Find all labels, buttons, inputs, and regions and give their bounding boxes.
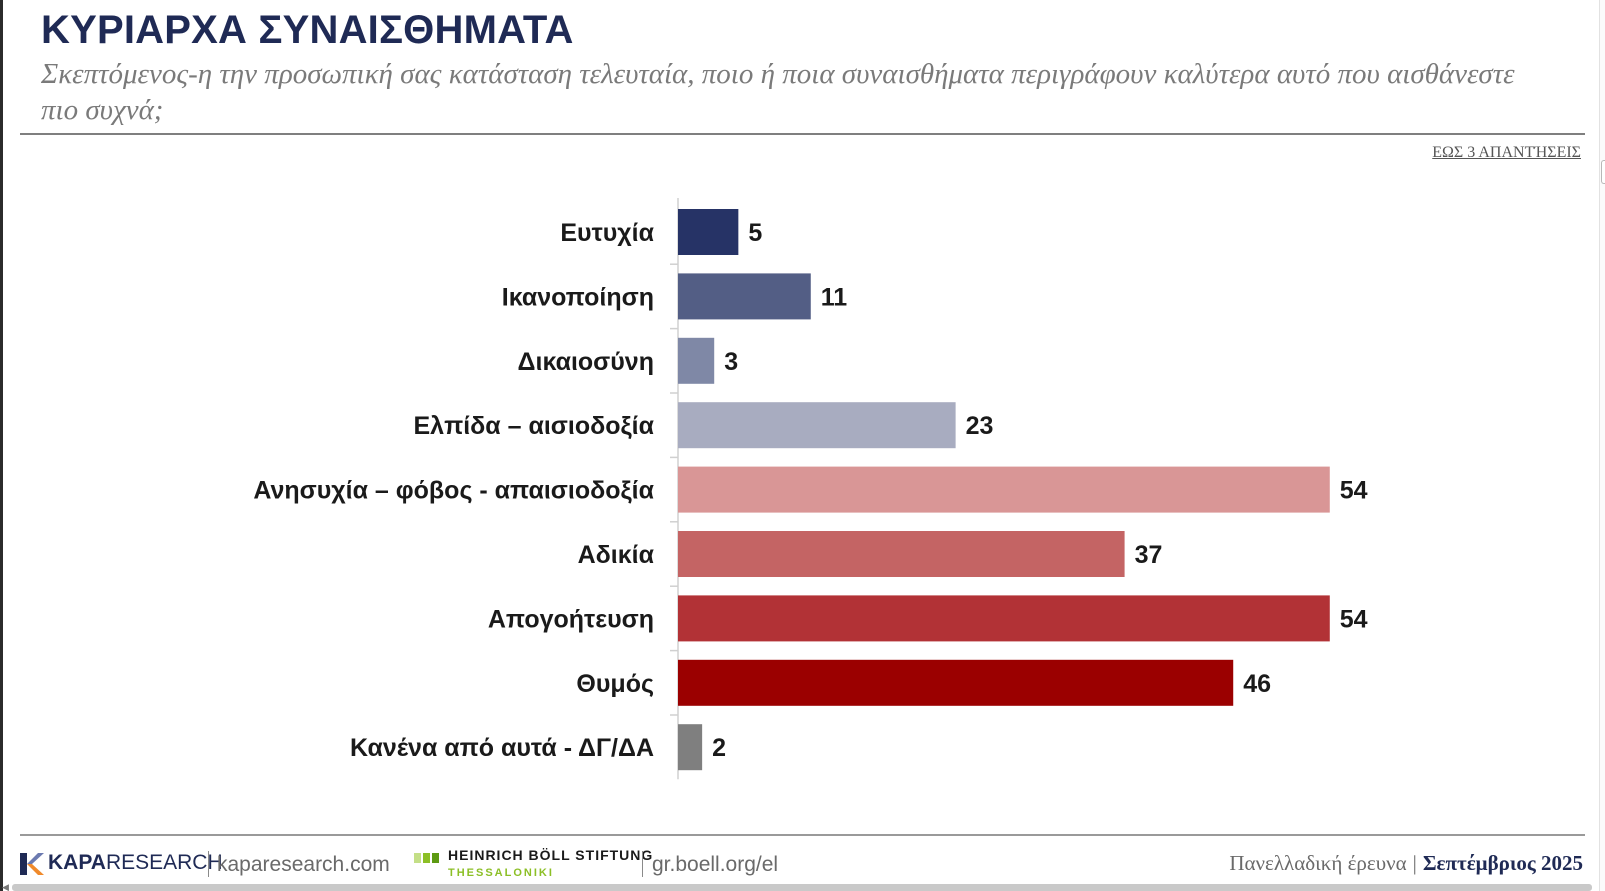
kapa-brand-suffix: RESEARCH <box>105 851 223 874</box>
footer-separator <box>642 851 643 877</box>
value-label: 5 <box>748 219 762 247</box>
window-left-edge <box>0 0 3 891</box>
category-label: Ευτυχία <box>560 219 654 247</box>
footer-separator <box>208 851 209 877</box>
page-title: ΚΥΡΙΑΡΧΑ ΣΥΝΑΙΣΘΗΜΑΤΑ <box>41 8 574 52</box>
value-label: 46 <box>1243 670 1271 698</box>
bar <box>678 273 811 320</box>
survey-label: Πανελλαδική έρευνα <box>1229 851 1407 875</box>
kapa-research-brand: KAPARESEARCH <box>48 851 223 875</box>
value-label: 2 <box>712 734 726 762</box>
category-label: Αδικία <box>578 541 655 569</box>
bar <box>678 209 739 255</box>
boell-foundation-city: THESSALONIKI <box>448 867 554 879</box>
value-label: 11 <box>821 283 848 311</box>
header-divider <box>20 133 1585 135</box>
bar <box>678 724 703 771</box>
survey-date: Σεπτέμβριος 2025 <box>1422 851 1583 875</box>
side-panel-handle[interactable] <box>1601 160 1605 184</box>
boell-foundation-logo-icon <box>414 853 439 863</box>
category-label: Δικαιοσύνη <box>518 348 654 376</box>
category-label: Ικανοποίηση <box>502 283 654 311</box>
footer-divider <box>20 834 1585 836</box>
emotions-bar-chart: Ευτυχία 5 Ικανοποίηση 11 Δικαιοσύνη 3 Ελπίδα –… <box>253 198 1368 780</box>
value-label: 54 <box>1340 477 1368 505</box>
category-label: Θυμός <box>576 670 654 698</box>
kapa-brand-bold: KAPA <box>48 851 106 874</box>
kapa-site-link[interactable]: kaparesearch.com <box>217 853 390 876</box>
horizontal-scrollbar[interactable] <box>12 884 1592 891</box>
value-label: 37 <box>1135 541 1163 569</box>
survey-info: Πανελλαδική έρευνα | Σεπτέμβριος 2025 <box>1229 851 1583 875</box>
boell-foundation-name: HEINRICH BÖLL STIFTUNG <box>448 847 654 863</box>
value-label: 54 <box>1340 605 1368 633</box>
value-label: 3 <box>724 348 738 376</box>
answer-limit-note: ΕΩΣ 3 ΑΠΑΝΤΉΣΕΙΣ <box>1432 144 1581 161</box>
bar <box>678 659 1234 706</box>
scroll-left-arrow-icon[interactable]: ◀ <box>2 882 9 891</box>
footer: KAPARESEARCH kaparesearch.com HEINRICH B… <box>0 845 1605 885</box>
window-right-edge <box>1599 0 1605 891</box>
value-label: 23 <box>966 412 994 440</box>
category-label: Κανένα από αυτά - ΔΓ/ΔΑ <box>350 734 654 762</box>
bar <box>678 466 1330 513</box>
bar <box>678 402 956 449</box>
boell-site-link[interactable]: gr.boell.org/el <box>652 853 779 876</box>
bar <box>678 531 1125 577</box>
category-label: Απογοήτευση <box>488 605 654 633</box>
category-label: Ελπίδα – αισιοδοξία <box>413 412 654 440</box>
bar <box>678 595 1330 642</box>
bar <box>678 337 715 384</box>
question-text: Σκεπτόμενος-η την προσωπική σας κατάστασ… <box>41 58 1515 126</box>
kapa-research-logo-icon <box>20 853 44 875</box>
category-label: Ανησυχία – φόβος - απαισιοδοξία <box>253 477 654 505</box>
